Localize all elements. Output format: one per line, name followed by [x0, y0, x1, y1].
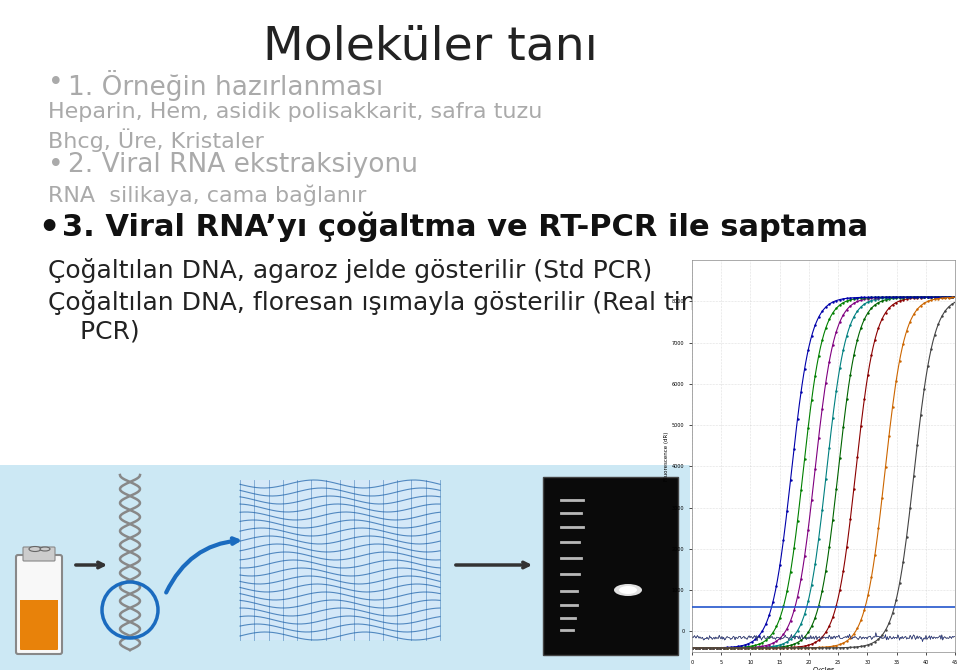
Text: Çoğaltılan DNA, agaroz jelde gösterilir (Std PCR): Çoğaltılan DNA, agaroz jelde gösterilir …: [48, 258, 652, 283]
Text: •: •: [38, 212, 60, 245]
Text: Çoğaltılan DNA, floresan ışımayla gösterilir (Real time: Çoğaltılan DNA, floresan ışımayla göster…: [48, 290, 721, 315]
Text: •: •: [48, 70, 63, 96]
FancyBboxPatch shape: [16, 555, 62, 654]
FancyBboxPatch shape: [23, 547, 55, 561]
Ellipse shape: [619, 586, 637, 594]
Text: 3. Viral RNA’yı çoğaltma ve RT-PCR ile saptama: 3. Viral RNA’yı çoğaltma ve RT-PCR ile s…: [62, 212, 868, 243]
FancyBboxPatch shape: [20, 598, 58, 650]
FancyBboxPatch shape: [0, 465, 690, 670]
Text: PCR): PCR): [48, 320, 139, 344]
Text: 2. Viral RNA ekstraksiyonu: 2. Viral RNA ekstraksiyonu: [68, 152, 418, 178]
Y-axis label: Fluorescence (dR): Fluorescence (dR): [664, 431, 669, 480]
Text: Bhcg, Üre, Kristaler: Bhcg, Üre, Kristaler: [48, 128, 264, 151]
Text: Moleküler tanı: Moleküler tanı: [263, 25, 597, 70]
Text: •: •: [48, 152, 63, 178]
FancyBboxPatch shape: [543, 477, 678, 655]
Ellipse shape: [40, 547, 50, 551]
FancyBboxPatch shape: [240, 480, 440, 640]
Text: Heparin, Hem, asidik polisakkarit, safra tuzu: Heparin, Hem, asidik polisakkarit, safra…: [48, 102, 542, 122]
X-axis label: Cycles: Cycles: [812, 667, 835, 670]
Ellipse shape: [614, 584, 642, 596]
Text: RNA  silikaya, cama bağlanır: RNA silikaya, cama bağlanır: [48, 184, 367, 206]
FancyBboxPatch shape: [19, 561, 59, 600]
Ellipse shape: [29, 547, 41, 551]
Text: 1. Örneğin hazırlanması: 1. Örneğin hazırlanması: [68, 70, 383, 101]
